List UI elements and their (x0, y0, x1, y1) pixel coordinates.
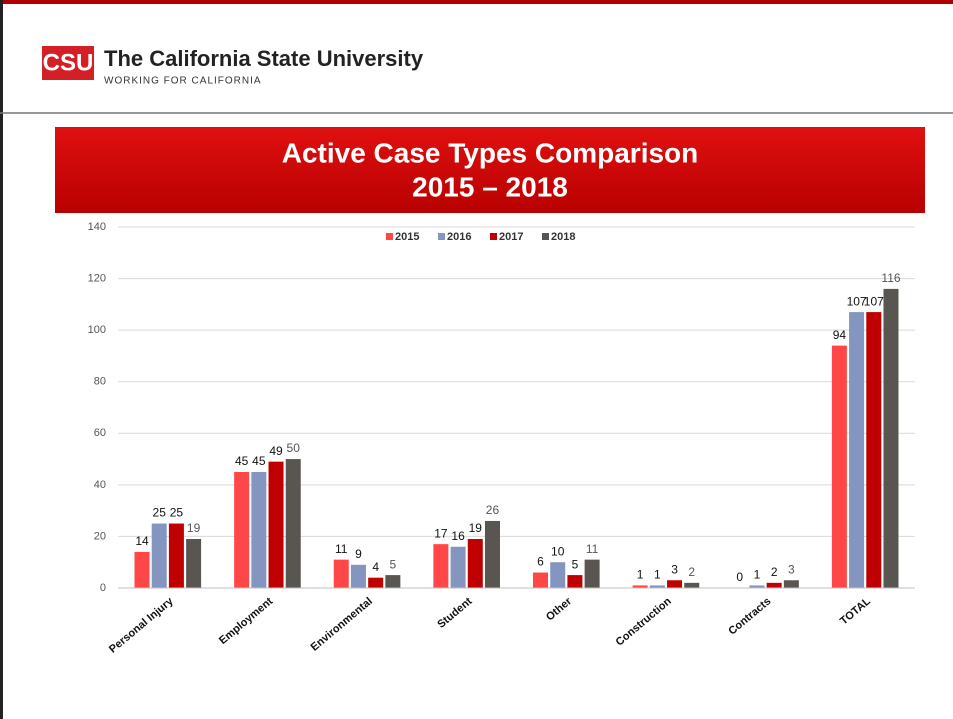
data-label: 16 (451, 529, 465, 543)
bar (749, 585, 765, 588)
bar (684, 582, 700, 588)
bar (467, 539, 483, 588)
bar (667, 580, 683, 588)
bar (368, 577, 384, 588)
bar (632, 585, 648, 588)
bar (251, 471, 267, 588)
bar (831, 345, 847, 588)
legend-swatch (542, 233, 549, 240)
bar (333, 559, 349, 588)
title-box (55, 127, 925, 213)
data-label: 19 (187, 521, 201, 535)
bar (350, 564, 366, 588)
y-tick-label: 0 (100, 582, 106, 594)
bar (649, 585, 665, 588)
data-label: 25 (170, 506, 184, 520)
data-label: 9 (355, 547, 362, 561)
chart-subtitle: 2015 – 2018 (412, 171, 568, 202)
bar (849, 312, 865, 588)
bar (151, 523, 167, 588)
data-label: 19 (469, 521, 483, 535)
y-tick-label: 20 (94, 530, 106, 542)
data-label: 14 (135, 534, 149, 548)
data-label: 0 (736, 570, 743, 584)
data-label: 94 (833, 328, 847, 342)
data-label: 4 (372, 560, 379, 574)
data-label: 5 (390, 557, 397, 571)
logo: CSU (43, 49, 94, 76)
tagline: WORKING FOR CALIFORNIA (104, 76, 262, 87)
bar (567, 575, 583, 588)
legend-label: 2018 (551, 231, 575, 243)
legend-label: 2016 (447, 231, 471, 243)
data-label: 11 (586, 542, 599, 556)
data-label: 49 (269, 444, 283, 458)
legend-label: 2015 (395, 231, 419, 243)
data-label: 5 (572, 557, 579, 571)
data-label: 45 (235, 454, 249, 468)
logo-box (42, 46, 94, 80)
data-label: 2 (688, 565, 695, 579)
bar (550, 562, 566, 588)
bar (134, 551, 150, 588)
data-label: 1 (637, 568, 644, 582)
data-label: 116 (881, 271, 900, 285)
bar (285, 459, 301, 588)
data-label: 45 (252, 454, 266, 468)
bar (883, 288, 899, 588)
bar (168, 523, 184, 588)
bar (234, 471, 250, 588)
x-tick-label: Other (544, 595, 575, 624)
bar (584, 559, 600, 588)
data-label: 107 (847, 294, 867, 308)
left-border (0, 0, 3, 719)
legend-label: 2017 (499, 231, 523, 243)
data-label: 6 (537, 555, 544, 569)
org-name: The California State University (104, 46, 424, 71)
bar (186, 539, 202, 588)
bar (783, 580, 799, 588)
data-label: 3 (671, 562, 678, 576)
data-label: 107 (864, 294, 884, 308)
x-tick-label: Contracts (726, 595, 773, 637)
x-tick-label: Environmental (309, 595, 375, 653)
data-label: 11 (335, 542, 348, 556)
data-label: 26 (486, 503, 500, 517)
bar (385, 575, 401, 588)
top-bar (0, 0, 953, 4)
x-tick-label: Personal Injury (107, 595, 176, 656)
x-tick-label: Student (435, 595, 474, 631)
y-tick-label: 100 (88, 324, 106, 336)
bar (268, 461, 284, 588)
data-label: 17 (434, 526, 448, 540)
y-tick-label: 140 (88, 221, 106, 233)
bar (766, 582, 782, 588)
x-tick-label: Construction (614, 595, 674, 648)
legend-swatch (386, 233, 393, 240)
data-label: 50 (287, 441, 301, 455)
bar (533, 572, 549, 588)
y-tick-label: 80 (94, 376, 106, 388)
y-tick-label: 40 (94, 479, 106, 491)
data-label: 1 (754, 568, 761, 582)
bar (866, 312, 882, 588)
bar (433, 544, 449, 588)
data-label: 10 (551, 544, 565, 558)
x-tick-label: Employment (217, 595, 276, 647)
data-label: 25 (153, 506, 167, 520)
y-tick-label: 120 (88, 272, 106, 284)
data-label: 1 (654, 568, 661, 582)
legend-swatch (438, 233, 445, 240)
data-label: 3 (788, 562, 795, 576)
bar (450, 546, 466, 588)
y-tick-label: 60 (94, 427, 106, 439)
chart-title: Active Case Types Comparison (282, 137, 699, 168)
data-label: 2 (771, 565, 778, 579)
bar (484, 520, 500, 588)
x-tick-label: TOTAL (838, 595, 873, 627)
legend-swatch (490, 233, 497, 240)
